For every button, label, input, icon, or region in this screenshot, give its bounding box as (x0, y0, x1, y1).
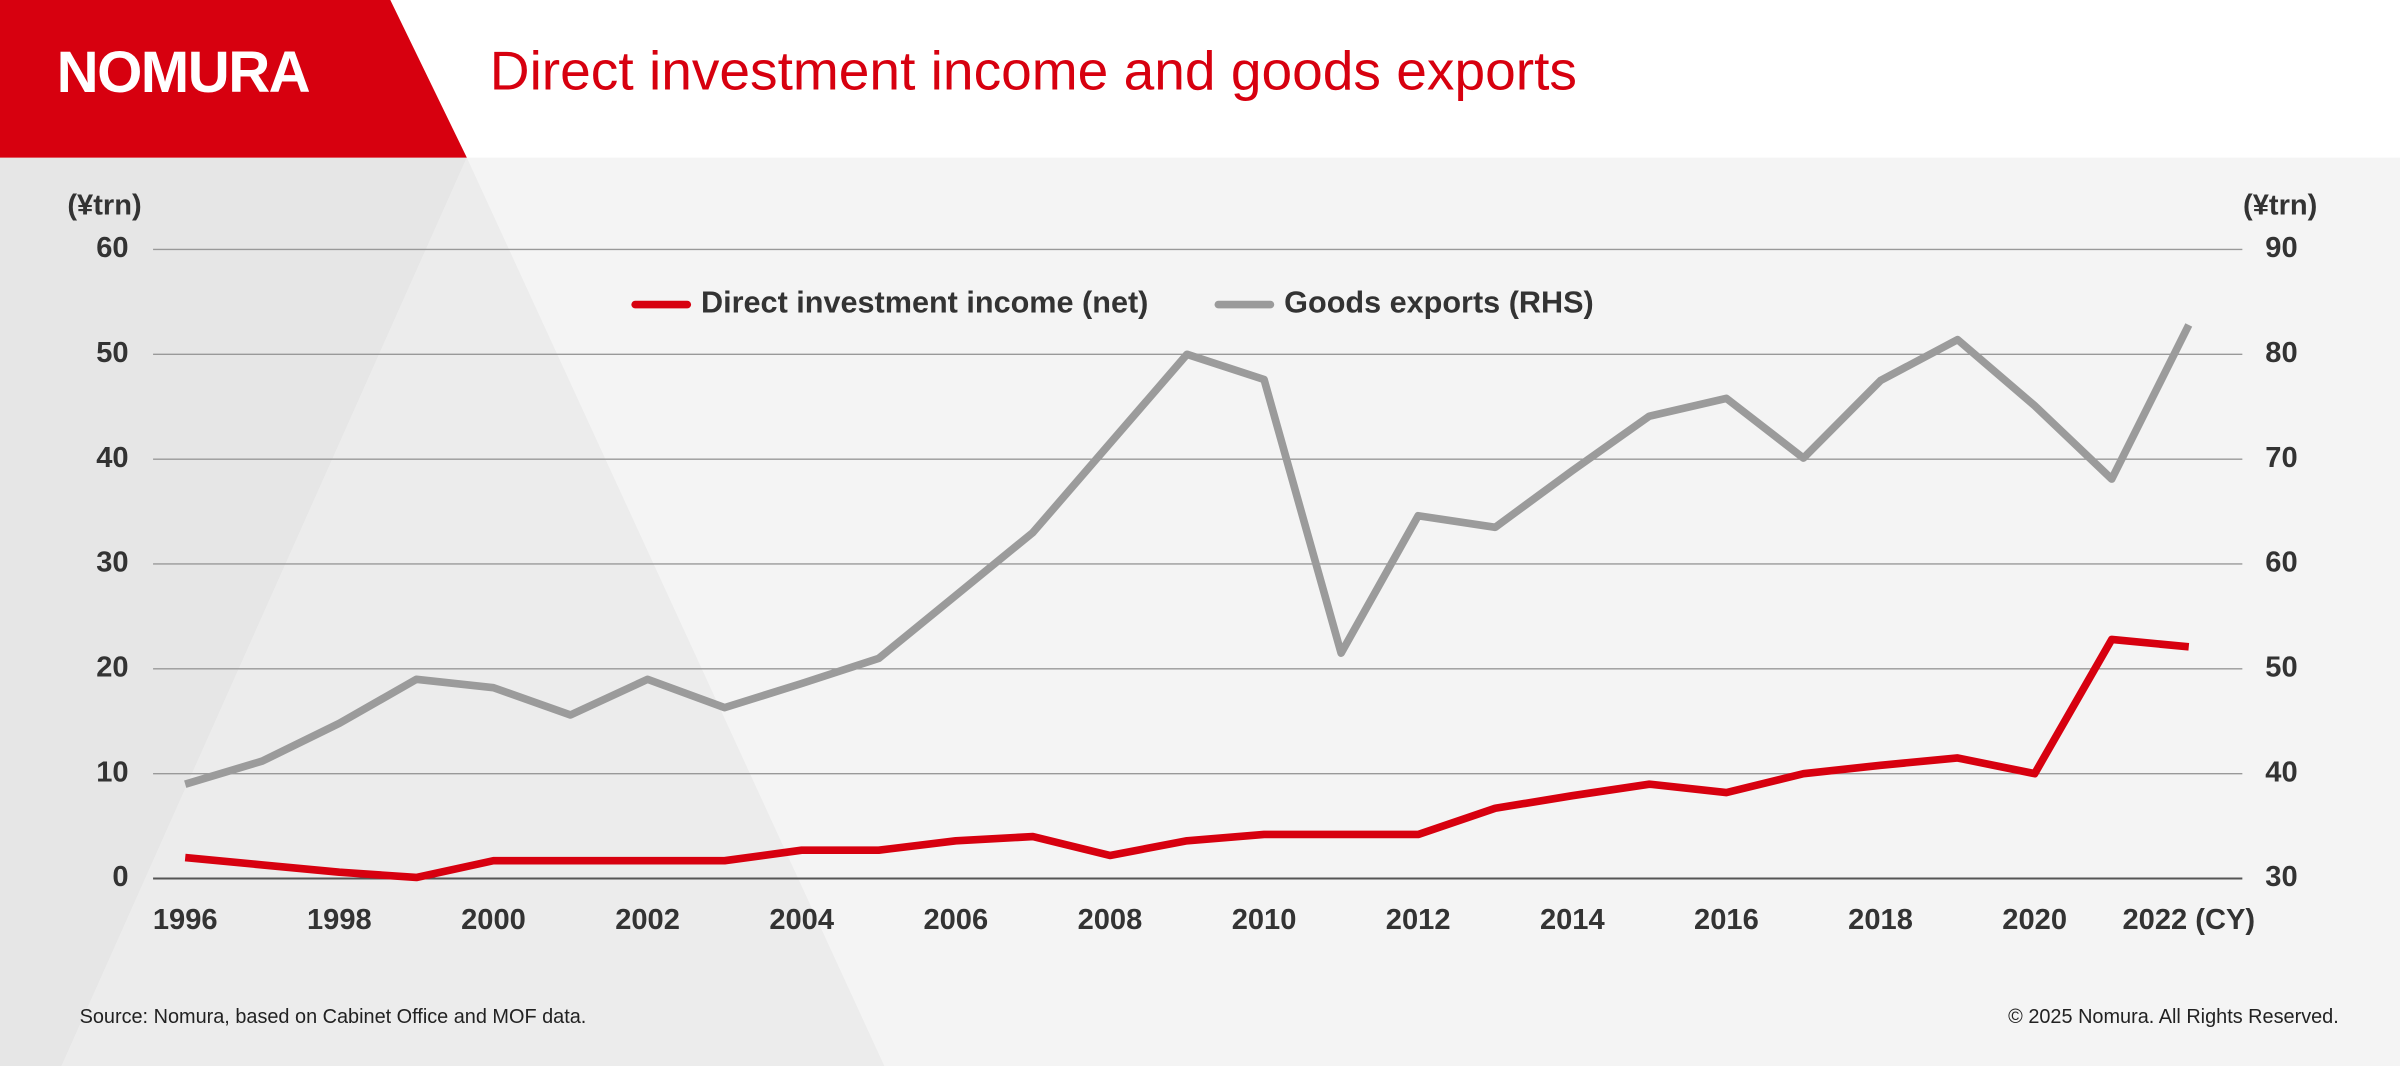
y2-tick-label: 70 (2265, 442, 2297, 474)
x-tick-label: 2002 (615, 904, 680, 936)
x-tick-label: 2012 (1386, 904, 1451, 936)
x-tick-label: 2010 (1232, 904, 1297, 936)
y-tick-label: 10 (96, 756, 128, 788)
y-tick-label: 20 (96, 652, 128, 684)
x-tick-label: 2014 (1540, 904, 1606, 936)
x-tick-label: 2022 (CY) (2123, 904, 2256, 936)
logo: NOMURA (57, 40, 310, 105)
x-tick-label: 1998 (307, 904, 372, 936)
y2-tick-label: 30 (2265, 861, 2297, 893)
x-tick-label: 2000 (461, 904, 526, 936)
legend-label: Direct investment income (net) (701, 286, 1148, 320)
series-line (184, 635, 2190, 882)
y-tick-label: 30 (96, 547, 128, 579)
legend-label: Goods exports (RHS) (1284, 286, 1594, 320)
y-tick-label: 50 (96, 337, 128, 369)
x-tick-label: 2020 (2002, 904, 2067, 936)
copyright: © 2025 Nomura. All Rights Reserved. (2008, 1006, 2339, 1028)
x-tick-label: 2006 (923, 904, 988, 936)
x-tick-label: 2004 (769, 904, 835, 936)
shade-left (0, 157, 467, 1066)
shade-triangle (61, 157, 885, 1066)
series-line (184, 323, 2193, 788)
y2-tick-label: 40 (2265, 756, 2297, 788)
x-tick-label: 2016 (1694, 904, 1759, 936)
y-tick-label: 60 (96, 232, 128, 264)
source: Source: Nomura, based on Cabinet Office … (80, 1006, 587, 1028)
x-tick-label: 2008 (1078, 904, 1143, 936)
y2-tick-label: 50 (2265, 652, 2297, 684)
y-axis-label: (¥trn) (67, 189, 141, 221)
y2-tick-label: 90 (2265, 232, 2297, 264)
y-tick-label: 40 (96, 442, 128, 474)
y-tick-label: 0 (112, 861, 128, 893)
x-tick-label: 2018 (1848, 904, 1913, 936)
y2-axis-label: (¥trn) (2243, 189, 2317, 221)
y2-tick-label: 80 (2265, 337, 2297, 369)
x-tick-label: 1996 (153, 904, 218, 936)
y2-tick-label: 60 (2265, 547, 2297, 579)
logo-bg (0, 0, 467, 158)
chart-title: Direct investment income and goods expor… (490, 40, 1577, 102)
